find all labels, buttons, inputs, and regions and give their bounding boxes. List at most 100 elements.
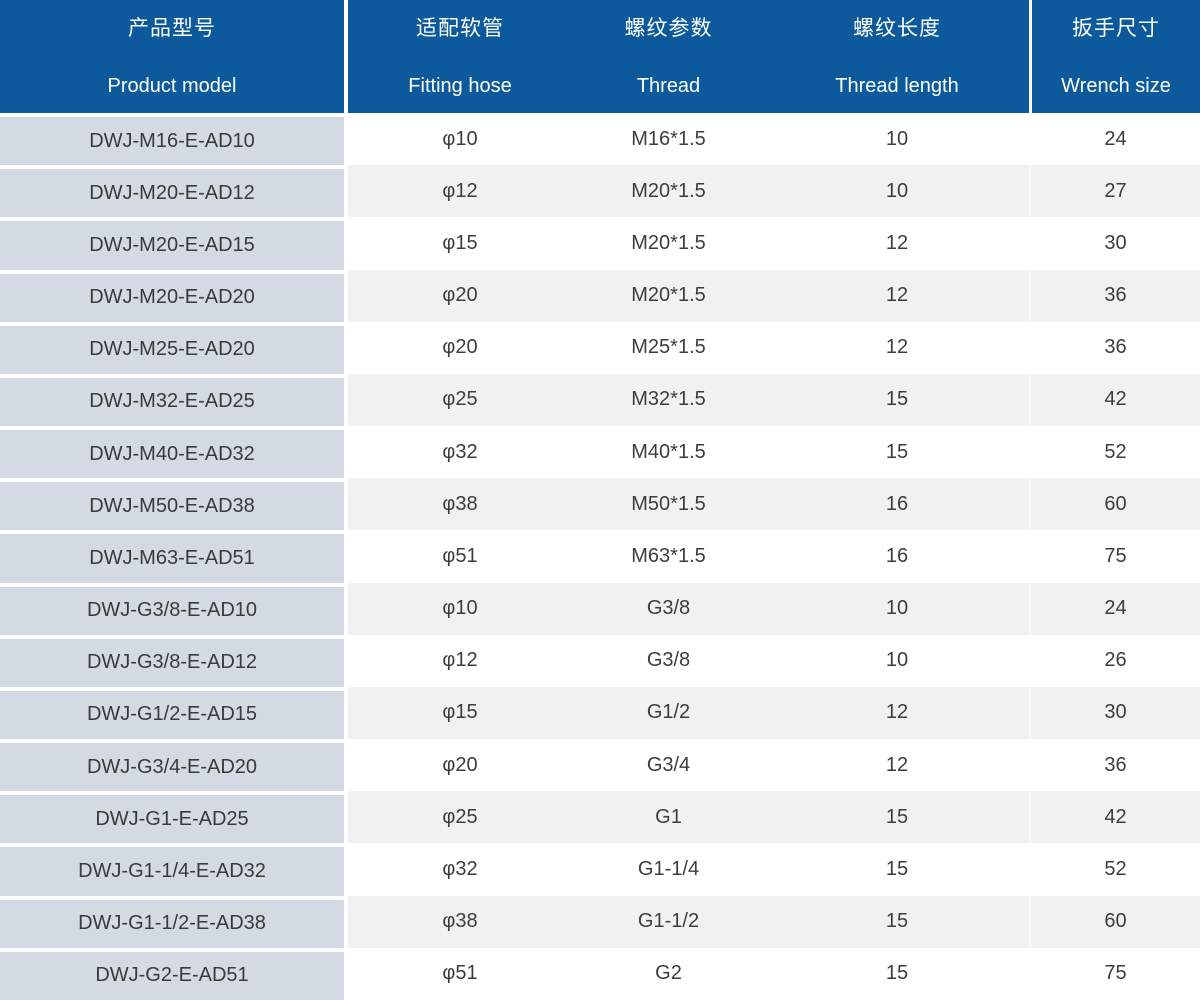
column-divider [344, 373, 348, 427]
table-row: DWJ-G1-1/4-E-AD32 φ32 G1-1/4 15 52 [0, 843, 1200, 896]
cell-wrench-size: 42 [1029, 791, 1200, 844]
column-divider [344, 791, 348, 844]
cell-fitting-hose: φ12 [348, 165, 572, 218]
table-row: DWJ-G3/8-E-AD10 φ10 G3/8 10 24 [0, 582, 1200, 635]
cell-wrench-size: 30 [1029, 686, 1200, 740]
header-product-model-zh: 产品型号 [128, 17, 216, 40]
column-divider [344, 739, 348, 792]
cell-wrench-size: 60 [1029, 895, 1200, 948]
cell-thread: M25*1.5 [572, 321, 765, 374]
cell-wrench-size: 75 [1029, 530, 1200, 583]
table-row: DWJ-G3/8-E-AD12 φ12 G3/8 10 26 [0, 634, 1200, 687]
cell-thread-length: 12 [765, 739, 1029, 792]
table-row: DWJ-M25-E-AD20 φ20 M25*1.5 12 36 [0, 321, 1200, 374]
cell-wrench-size: 52 [1029, 426, 1200, 479]
cell-thread: M20*1.5 [572, 217, 765, 270]
cell-wrench-size: 24 [1029, 582, 1200, 635]
cell-fitting-hose: φ51 [348, 530, 572, 583]
cell-product-model: DWJ-G3/8-E-AD10 [0, 582, 344, 635]
table-row: DWJ-G1-1/2-E-AD38 φ38 G1-1/2 15 60 [0, 895, 1200, 948]
table-row: DWJ-M63-E-AD51 φ51 M63*1.5 16 75 [0, 530, 1200, 583]
column-divider [344, 478, 348, 531]
cell-fitting-hose: φ20 [348, 739, 572, 792]
cell-product-model: DWJ-G3/8-E-AD12 [0, 634, 344, 687]
cell-thread-length: 12 [765, 217, 1029, 270]
table-row: DWJ-G1/2-E-AD15 φ15 G1/2 12 30 [0, 686, 1200, 740]
table-row: DWJ-G2-E-AD51 φ51 G2 15 75 [0, 947, 1200, 1000]
cell-thread-length: 10 [765, 634, 1029, 687]
cell-thread: G3/4 [572, 739, 765, 792]
header-thread-length-zh: 螺纹长度 [853, 17, 941, 40]
header-wrench-size-en: Wrench size [1061, 75, 1171, 97]
cell-wrench-size: 52 [1029, 843, 1200, 896]
cell-wrench-size: 26 [1029, 634, 1200, 687]
cell-wrench-size: 24 [1029, 113, 1200, 166]
column-divider [344, 217, 348, 270]
table-row: DWJ-M20-E-AD12 φ12 M20*1.5 10 27 [0, 165, 1200, 218]
cell-wrench-size: 60 [1029, 478, 1200, 531]
cell-wrench-size: 36 [1029, 321, 1200, 374]
cell-thread: M20*1.5 [572, 165, 765, 218]
table-header: 产品型号 Product model 适配软管 Fitting hose 螺纹参… [0, 0, 1200, 113]
header-fitting-hose: 适配软管 Fitting hose [348, 0, 572, 113]
table-row: DWJ-G1-E-AD25 φ25 G1 15 42 [0, 791, 1200, 844]
cell-product-model: DWJ-G1/2-E-AD15 [0, 686, 344, 740]
cell-thread: G1/2 [572, 686, 765, 740]
cell-product-model: DWJ-M25-E-AD20 [0, 321, 344, 374]
cell-thread-length: 15 [765, 373, 1029, 427]
column-divider [344, 426, 348, 479]
cell-product-model: DWJ-M20-E-AD12 [0, 165, 344, 218]
cell-fitting-hose: φ15 [348, 686, 572, 740]
header-thread-length-en: Thread length [835, 75, 959, 97]
header-wrench-size: 扳手尺寸 Wrench size [1029, 0, 1200, 113]
cell-product-model: DWJ-M50-E-AD38 [0, 478, 344, 531]
cell-thread: G2 [572, 947, 765, 1000]
cell-thread-length: 10 [765, 113, 1029, 166]
cell-fitting-hose: φ38 [348, 478, 572, 531]
cell-wrench-size: 30 [1029, 217, 1200, 270]
cell-thread: M32*1.5 [572, 373, 765, 427]
cell-product-model: DWJ-M20-E-AD15 [0, 217, 344, 270]
cell-product-model: DWJ-M20-E-AD20 [0, 269, 344, 322]
cell-product-model: DWJ-M16-E-AD10 [0, 113, 344, 166]
cell-thread: M63*1.5 [572, 530, 765, 583]
header-thread: 螺纹参数 Thread [572, 0, 765, 113]
cell-thread-length: 15 [765, 791, 1029, 844]
table-row: DWJ-M20-E-AD20 φ20 M20*1.5 12 36 [0, 269, 1200, 322]
cell-product-model: DWJ-M63-E-AD51 [0, 530, 344, 583]
column-divider [344, 530, 348, 583]
table-row: DWJ-M32-E-AD25 φ25 M32*1.5 15 42 [0, 373, 1200, 427]
cell-thread: G3/8 [572, 634, 765, 687]
table-row: DWJ-M20-E-AD15 φ15 M20*1.5 12 30 [0, 217, 1200, 270]
column-divider [344, 686, 348, 740]
cell-thread-length: 10 [765, 165, 1029, 218]
column-divider [344, 843, 348, 896]
column-divider [344, 582, 348, 635]
column-divider [344, 269, 348, 322]
cell-fitting-hose: φ32 [348, 843, 572, 896]
column-divider [344, 895, 348, 948]
cell-fitting-hose: φ25 [348, 373, 572, 427]
cell-thread: G1-1/2 [572, 895, 765, 948]
cell-product-model: DWJ-G2-E-AD51 [0, 947, 344, 1000]
cell-product-model: DWJ-G1-1/4-E-AD32 [0, 843, 344, 896]
cell-fitting-hose: φ32 [348, 426, 572, 479]
cell-fitting-hose: φ25 [348, 791, 572, 844]
cell-thread-length: 16 [765, 478, 1029, 531]
cell-fitting-hose: φ15 [348, 217, 572, 270]
cell-fitting-hose: φ20 [348, 321, 572, 374]
cell-fitting-hose: φ51 [348, 947, 572, 1000]
cell-product-model: DWJ-M32-E-AD25 [0, 373, 344, 427]
cell-thread: M50*1.5 [572, 478, 765, 531]
cell-product-model: DWJ-G1-1/2-E-AD38 [0, 895, 344, 948]
cell-fitting-hose: φ38 [348, 895, 572, 948]
cell-fitting-hose: φ10 [348, 113, 572, 166]
column-divider [344, 165, 348, 218]
cell-wrench-size: 36 [1029, 739, 1200, 792]
cell-thread-length: 15 [765, 843, 1029, 896]
header-fitting-hose-en: Fitting hose [408, 75, 512, 97]
header-product-model: 产品型号 Product model [0, 0, 344, 113]
cell-wrench-size: 27 [1029, 165, 1200, 218]
column-divider [344, 947, 348, 1000]
